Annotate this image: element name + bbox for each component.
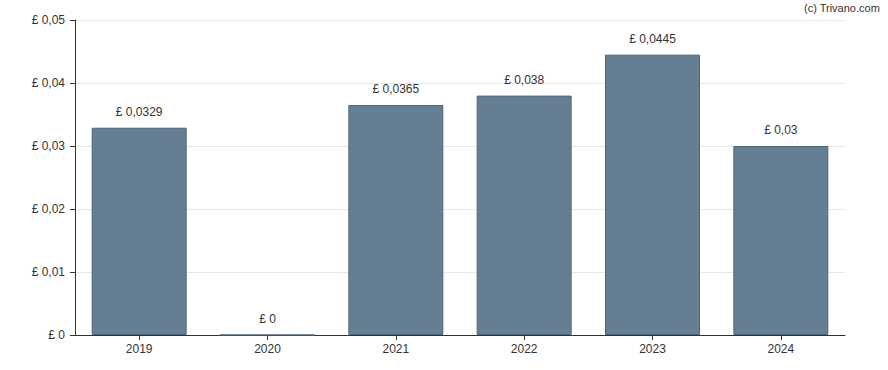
svg-text:£ 0,0445: £ 0,0445 [629, 32, 676, 46]
svg-text:£ 0,0329: £ 0,0329 [116, 105, 163, 119]
svg-text:2020: 2020 [254, 342, 281, 356]
svg-text:(c) Trivano.com: (c) Trivano.com [804, 2, 880, 14]
svg-text:£ 0,03: £ 0,03 [764, 123, 798, 137]
svg-text:2023: 2023 [639, 342, 666, 356]
svg-text:2024: 2024 [767, 342, 794, 356]
svg-text:2019: 2019 [126, 342, 153, 356]
svg-text:2022: 2022 [511, 342, 538, 356]
svg-text:£ 0,038: £ 0,038 [504, 73, 544, 87]
svg-text:£ 0,02: £ 0,02 [32, 202, 66, 216]
svg-text:2021: 2021 [382, 342, 409, 356]
svg-text:£ 0: £ 0 [48, 328, 65, 342]
svg-text:£ 0,05: £ 0,05 [32, 13, 66, 27]
svg-text:£ 0,01: £ 0,01 [32, 265, 66, 279]
svg-text:£ 0: £ 0 [259, 312, 276, 326]
svg-text:£ 0,03: £ 0,03 [32, 139, 66, 153]
svg-text:£ 0,0365: £ 0,0365 [372, 82, 419, 96]
svg-text:£ 0,04: £ 0,04 [32, 76, 66, 90]
